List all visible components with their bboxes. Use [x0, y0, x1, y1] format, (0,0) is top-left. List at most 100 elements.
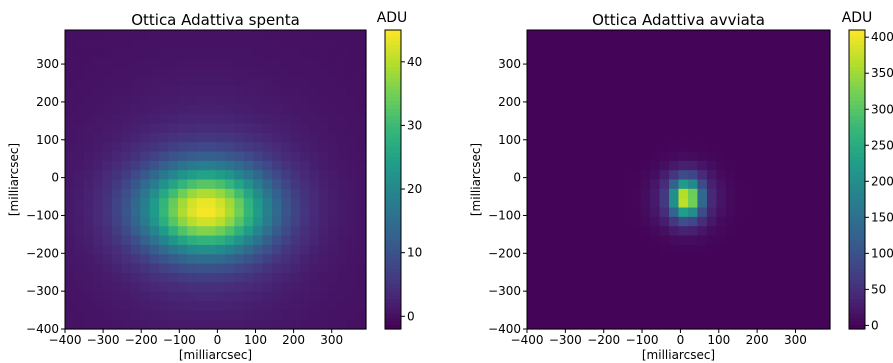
heatmap-cell [177, 67, 188, 78]
heatmap-cell [725, 114, 736, 125]
heatmap-cell [347, 151, 358, 162]
colorbar-title: ADU [377, 10, 408, 26]
heatmap-cell [206, 216, 217, 227]
heatmap-cell [356, 198, 367, 209]
heatmap-cell [706, 198, 717, 209]
heatmap-cell [697, 300, 708, 311]
heatmap-cell [281, 160, 292, 171]
heatmap-cell [735, 319, 746, 330]
colorbar-segment [849, 86, 865, 91]
heatmap-cell [74, 235, 85, 246]
heatmap-cell [782, 244, 793, 255]
colorbar-segment [849, 145, 865, 151]
heatmap-cell [309, 39, 320, 50]
colorbar-segment [385, 63, 401, 68]
heatmap-cell [754, 160, 765, 171]
heatmap-cell [725, 188, 736, 199]
heatmap-cell [102, 244, 113, 255]
heatmap-cell [678, 254, 689, 265]
heatmap-cell [149, 170, 160, 181]
heatmap-cell [281, 310, 292, 321]
heatmap-cell [290, 151, 301, 162]
heatmap-cell [725, 76, 736, 87]
heatmap-cell [687, 179, 699, 190]
colorbar-tick-label: 0 [871, 318, 879, 332]
heatmap-cell [593, 272, 604, 283]
heatmap-cell [234, 151, 245, 162]
heatmap-cell [659, 48, 670, 59]
heatmap-cell [811, 310, 822, 321]
heatmap-cell [149, 123, 160, 134]
heatmap-cell [149, 76, 160, 87]
heatmap-cell [206, 300, 217, 311]
heatmap-cell [74, 95, 85, 106]
colorbar-segment [849, 314, 865, 319]
x-tick-label: −300 [87, 333, 120, 347]
heatmap-cell [65, 86, 76, 96]
heatmap-cell [347, 170, 358, 181]
heatmap-cell [121, 151, 132, 162]
heatmap-cell [309, 282, 320, 293]
heatmap-cell [356, 170, 367, 181]
heatmap-cell [716, 235, 727, 246]
heatmap-cell [140, 310, 151, 321]
heatmap-cell [754, 67, 765, 78]
heatmap-cell [177, 282, 188, 293]
heatmap-cell [545, 48, 557, 59]
heatmap-cell [678, 282, 689, 293]
heatmap-cell [621, 254, 632, 265]
heatmap-cell [811, 30, 822, 40]
y-tick-label: −300 [488, 284, 521, 298]
heatmap-cell [177, 58, 188, 68]
heatmap-cell [678, 86, 689, 96]
heatmap-cell [328, 151, 339, 162]
heatmap-cell [234, 114, 245, 125]
heatmap-cell [74, 132, 85, 143]
heatmap-cell [744, 39, 755, 50]
heatmap-cell [545, 291, 557, 302]
heatmap-cell [735, 30, 746, 40]
heatmap-cell [716, 300, 727, 311]
heatmap-cell [262, 291, 273, 302]
heatmap-cell [527, 58, 538, 68]
heatmap-cell [140, 86, 151, 96]
heatmap-cell [356, 272, 367, 283]
heatmap-cell [640, 310, 651, 321]
y-axis-label: [milliarcsec] [7, 143, 21, 216]
heatmap-cell [159, 39, 170, 50]
heatmap-cell [74, 58, 85, 68]
heatmap-cell [583, 48, 594, 59]
heatmap-cell [650, 104, 661, 115]
heatmap-cell [545, 86, 557, 96]
heatmap-cell [574, 207, 585, 218]
colorbar-segment [385, 291, 401, 296]
heatmap-cell [83, 244, 94, 255]
colorbar-tick-label: 200 [871, 174, 893, 188]
heatmap-cell [811, 104, 822, 115]
colorbar-segment [849, 89, 865, 95]
colorbar-segment [385, 209, 401, 214]
heatmap-cell [318, 160, 329, 171]
heatmap-cell [196, 86, 207, 96]
heatmap-cell [234, 86, 245, 96]
heatmap-cell [706, 151, 717, 162]
heatmap-cell [782, 170, 793, 181]
heatmap-cell [744, 123, 755, 134]
heatmap-cell [130, 104, 141, 115]
heatmap-cell [602, 67, 613, 78]
heatmap-cell [83, 104, 94, 115]
heatmap-cell [234, 123, 245, 134]
heatmap-cell [602, 160, 613, 171]
heatmap-cell [678, 67, 689, 78]
heatmap-cell [593, 263, 604, 274]
heatmap-cell [356, 207, 367, 218]
heatmap-cell [782, 300, 793, 311]
heatmap-cell [687, 58, 699, 68]
heatmap-cell [65, 142, 76, 153]
heatmap-cell [564, 132, 575, 143]
y-tick-label: 0 [51, 171, 59, 185]
heatmap-cell [290, 272, 301, 283]
heatmap-cell [659, 226, 670, 237]
heatmap-cell [102, 95, 113, 106]
heatmap-cell [564, 282, 575, 293]
